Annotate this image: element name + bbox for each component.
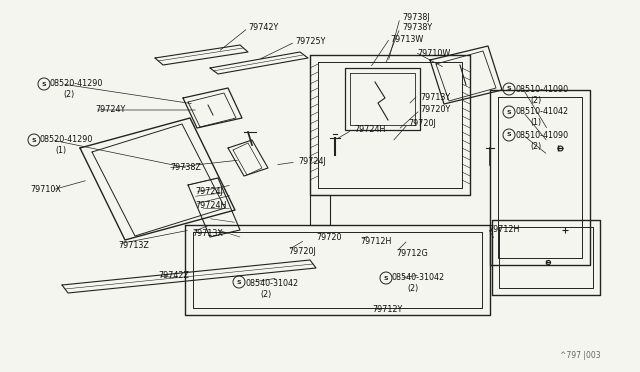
Text: 79738Z: 79738Z — [170, 164, 201, 173]
Text: 79738J: 79738J — [402, 13, 429, 22]
Text: 79725Y: 79725Y — [295, 38, 325, 46]
Text: 79713Y: 79713Y — [420, 93, 450, 102]
Text: 79724H: 79724H — [195, 201, 227, 209]
Text: S: S — [507, 87, 511, 92]
Text: 79712H: 79712H — [488, 224, 520, 234]
Text: (2): (2) — [260, 289, 271, 298]
Text: 79712Y: 79712Y — [372, 305, 403, 314]
Text: 08510-41090: 08510-41090 — [515, 84, 568, 93]
Text: (1): (1) — [530, 119, 541, 128]
Text: 79713X: 79713X — [192, 228, 223, 237]
Text: 79710W: 79710W — [417, 49, 451, 58]
Text: (2): (2) — [530, 141, 541, 151]
Text: S: S — [42, 81, 46, 87]
Text: (2): (2) — [407, 285, 419, 294]
Text: 79724Y: 79724Y — [95, 106, 125, 115]
Text: 79712G: 79712G — [396, 248, 428, 257]
Text: S: S — [507, 132, 511, 138]
Text: 79724J: 79724J — [298, 157, 326, 167]
Text: 08520-41290: 08520-41290 — [40, 135, 93, 144]
Text: 79720J: 79720J — [408, 119, 436, 128]
Text: 79720J: 79720J — [288, 247, 316, 257]
Text: (1): (1) — [55, 147, 66, 155]
Text: 08510-41042: 08510-41042 — [515, 108, 568, 116]
Text: 79738Y: 79738Y — [402, 23, 432, 32]
Text: 79713W: 79713W — [390, 35, 423, 45]
Text: 79724J: 79724J — [195, 187, 223, 196]
Text: 08540-31042: 08540-31042 — [392, 273, 445, 282]
Text: 79742Z: 79742Z — [158, 272, 189, 280]
Text: S: S — [384, 276, 388, 280]
Text: 79742Y: 79742Y — [248, 23, 278, 32]
Text: 79710X: 79710X — [30, 186, 61, 195]
Text: ^797 |003: ^797 |003 — [560, 351, 600, 360]
Text: 79724H: 79724H — [354, 125, 385, 135]
Text: 79720: 79720 — [316, 234, 342, 243]
Text: S: S — [32, 138, 36, 142]
Text: 79720Y: 79720Y — [420, 106, 451, 115]
Text: 79713Z: 79713Z — [118, 241, 149, 250]
Text: (2): (2) — [530, 96, 541, 105]
Text: 08520-41290: 08520-41290 — [50, 80, 104, 89]
Text: S: S — [237, 279, 241, 285]
Text: 08540-31042: 08540-31042 — [245, 279, 298, 288]
Text: S: S — [507, 109, 511, 115]
Text: 79712H: 79712H — [360, 237, 392, 246]
Text: (2): (2) — [63, 90, 74, 99]
Text: 08510-41090: 08510-41090 — [515, 131, 568, 140]
